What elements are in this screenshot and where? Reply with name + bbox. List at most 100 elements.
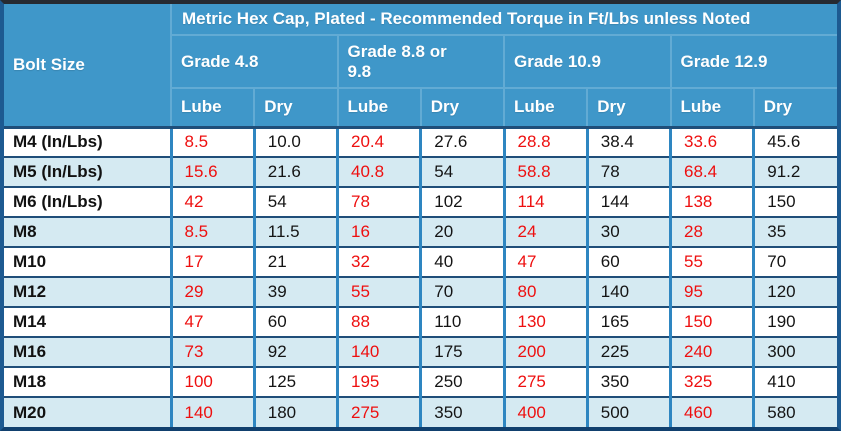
dry-torque-cell: 54 <box>419 156 506 188</box>
lube-torque-cell: 33.6 <box>668 126 756 158</box>
grade-header-row: Grade 4.8 Grade 8.8 or 9.8 Grade 10.9 Gr… <box>4 34 837 89</box>
table-body: M4 (In/Lbs) 8.5 10.0 20.4 27.6 28.8 38.4 33.6 45… <box>4 126 837 427</box>
lube-torque-cell: 28.8 <box>502 126 589 158</box>
lube-torque-cell: 55 <box>335 276 423 308</box>
dry-torque-cell: 27.6 <box>419 126 506 158</box>
lube-torque-cell: 58.8 <box>502 156 589 188</box>
dry-torque-cell: 20 <box>419 216 506 248</box>
lube-torque-cell: 8.5 <box>169 216 256 248</box>
dry-torque-cell: 350 <box>419 396 506 427</box>
dry-torque-cell: 175 <box>419 336 506 368</box>
dry-header: Dry <box>253 87 339 129</box>
lube-torque-cell: 28 <box>668 216 756 248</box>
grade-8-8-label: Grade 8.8 or 9.8 <box>347 41 447 81</box>
dry-torque-cell: 125 <box>252 366 340 398</box>
bolt-size-header: Bolt Size <box>4 4 172 129</box>
dry-torque-cell: 165 <box>585 306 673 338</box>
lube-torque-cell: 100 <box>169 366 256 398</box>
lube-torque-cell: 114 <box>502 186 589 218</box>
grade-10-9-header: Grade 10.9 <box>503 34 672 89</box>
dry-torque-cell: 70 <box>419 276 506 308</box>
dry-torque-cell: 10.0 <box>252 126 340 158</box>
lube-torque-cell: 8.5 <box>169 126 256 158</box>
lube-torque-cell: 325 <box>668 366 756 398</box>
dry-torque-cell: 92 <box>252 336 340 368</box>
table-row: M12 29 39 55 70 80 140 95 120 <box>4 276 837 308</box>
bolt-size-cell: M6 (In/Lbs) <box>4 186 173 218</box>
dry-torque-cell: 300 <box>752 336 837 368</box>
dry-torque-cell: 45.6 <box>752 126 837 158</box>
dry-torque-cell: 350 <box>585 366 673 398</box>
lube-torque-cell: 195 <box>335 366 423 398</box>
lube-torque-cell: 24 <box>502 216 589 248</box>
grade-4-8-header: Grade 4.8 <box>170 34 339 89</box>
bolt-size-cell: M20 <box>4 396 173 427</box>
title-row: Bolt Size Metric Hex Cap, Plated - Recom… <box>4 4 837 129</box>
lube-torque-cell: 55 <box>668 246 756 278</box>
dry-torque-cell: 190 <box>752 306 837 338</box>
dry-torque-cell: 580 <box>752 396 837 427</box>
dry-torque-cell: 150 <box>752 186 837 218</box>
grade-8-8-header: Grade 8.8 or 9.8 <box>336 34 505 89</box>
dry-torque-cell: 39 <box>252 276 340 308</box>
table-row: M16 73 92 140 175 200 225 240 300 <box>4 336 837 368</box>
dry-header: Dry <box>586 87 672 129</box>
lube-header: Lube <box>502 87 589 129</box>
grade-10-9-label: Grade 10.9 <box>514 51 601 71</box>
lube-torque-cell: 47 <box>169 306 256 338</box>
lube-torque-cell: 29 <box>169 276 256 308</box>
dry-torque-cell: 144 <box>585 186 673 218</box>
lube-torque-cell: 15.6 <box>169 156 256 188</box>
dry-torque-cell: 78 <box>585 156 673 188</box>
lube-torque-cell: 78 <box>335 186 423 218</box>
lube-torque-cell: 130 <box>502 306 589 338</box>
dry-torque-cell: 38.4 <box>585 126 673 158</box>
table-row: M20 140 180 275 350 400 500 460 580 <box>4 396 837 427</box>
lube-header: Lube <box>336 87 422 129</box>
grade-4-8-label: Grade 4.8 <box>181 51 259 71</box>
lube-torque-cell: 275 <box>335 396 423 427</box>
dry-torque-cell: 21.6 <box>252 156 340 188</box>
bolt-size-cell: M16 <box>4 336 173 368</box>
dry-torque-cell: 35 <box>752 216 837 248</box>
grade-12-9-header: Grade 12.9 <box>669 34 837 89</box>
dry-torque-cell: 60 <box>585 246 673 278</box>
bolt-size-cell: M4 (In/Lbs) <box>4 126 173 158</box>
dry-torque-cell: 30 <box>585 216 673 248</box>
lube-torque-cell: 40.8 <box>335 156 423 188</box>
bolt-size-cell: M5 (In/Lbs) <box>4 156 173 188</box>
torque-table-grid: Bolt Size Metric Hex Cap, Plated - Recom… <box>4 4 837 427</box>
lube-torque-cell: 17 <box>169 246 256 278</box>
lube-header: Lube <box>169 87 256 129</box>
lube-torque-cell: 200 <box>502 336 589 368</box>
dry-torque-cell: 21 <box>252 246 340 278</box>
dry-header: Dry <box>752 87 837 129</box>
dry-torque-cell: 91.2 <box>752 156 837 188</box>
lube-torque-cell: 460 <box>668 396 756 427</box>
bolt-size-cell: M18 <box>4 366 173 398</box>
lube-torque-cell: 240 <box>668 336 756 368</box>
lube-torque-cell: 140 <box>335 336 423 368</box>
dry-torque-cell: 120 <box>752 276 837 308</box>
table-row: M5 (In/Lbs) 15.6 21.6 40.8 54 58.8 78 68.4 91.2 <box>4 156 837 188</box>
dry-torque-cell: 102 <box>419 186 506 218</box>
lube-torque-cell: 47 <box>502 246 589 278</box>
grade-12-9-label: Grade 12.9 <box>680 51 768 71</box>
dry-torque-cell: 60 <box>252 306 340 338</box>
lube-torque-cell: 95 <box>668 276 756 308</box>
table-row: M10 17 21 32 40 47 60 55 70 <box>4 246 837 278</box>
subheader-row: Lube Dry Lube Dry Lube Dry Lube Dry <box>4 87 837 129</box>
dry-torque-cell: 180 <box>252 396 340 427</box>
lube-header: Lube <box>669 87 755 129</box>
bolt-size-cell: M8 <box>4 216 173 248</box>
dry-torque-cell: 110 <box>419 306 506 338</box>
bolt-size-cell: M10 <box>4 246 173 278</box>
dry-torque-cell: 54 <box>252 186 340 218</box>
lube-torque-cell: 73 <box>169 336 256 368</box>
table-row: M6 (In/Lbs) 42 54 78 102 114 144 138 150 <box>4 186 837 218</box>
lube-torque-cell: 42 <box>169 186 256 218</box>
dry-torque-cell: 140 <box>585 276 673 308</box>
lube-torque-cell: 140 <box>169 396 256 427</box>
lube-torque-cell: 16 <box>335 216 423 248</box>
